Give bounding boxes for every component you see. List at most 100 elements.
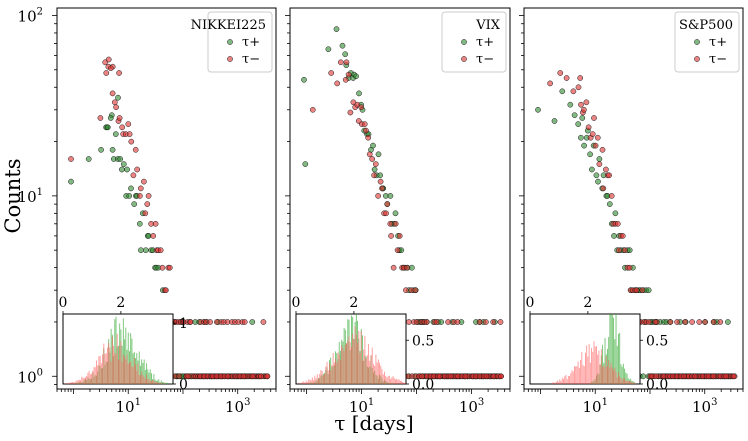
inset-bar-tau-plus [148, 372, 150, 384]
inset-bar-tau-minus [320, 370, 322, 384]
inset-bar-tau-plus [362, 335, 363, 384]
inset-bar-tau-minus [74, 382, 75, 384]
inset-bar-tau-minus [582, 365, 584, 384]
inset-bar-tau-minus [89, 374, 91, 384]
scatter-point-tau-plus [579, 115, 586, 121]
inset-bar-tau-plus [127, 332, 129, 384]
inset-y-tick-label: 1 [179, 316, 188, 332]
inset-bar-tau-minus [340, 360, 341, 384]
inset-bar-tau-plus [163, 382, 165, 384]
inset-bar-tau-minus [344, 344, 346, 384]
inset-bar-tau-minus [376, 362, 378, 384]
inset-histogram: 0 2 0 1 [59, 295, 188, 393]
inset-bar-tau-plus [604, 338, 606, 384]
inset-bar-tau-minus [596, 346, 597, 384]
inset-bar-tau-minus [298, 382, 300, 384]
inset-bar-tau-minus [591, 347, 593, 384]
legend-title: S&P500 [679, 18, 733, 33]
inset-bar-tau-plus [157, 380, 159, 384]
scatter-point-tau-minus [730, 373, 737, 380]
scatter-point-tau-plus [559, 88, 566, 95]
inset-bar-tau-plus [162, 382, 163, 384]
y-tick-label: 100 [18, 367, 43, 386]
scatter-point-tau-minus [363, 127, 369, 134]
inset-bar-tau-minus [104, 353, 106, 384]
scatter-point-tau-minus [723, 373, 730, 380]
scatter-point-tau-plus [249, 319, 256, 325]
inset-bar-tau-minus [567, 376, 569, 384]
scatter-point-tau-minus [696, 319, 703, 325]
inset-bar-tau-minus [113, 345, 115, 384]
inset-bar-tau-minus [390, 379, 392, 384]
inset-bar-tau-minus [387, 376, 389, 384]
y-axis-label: Counts [1, 159, 25, 234]
scatter-point-tau-minus [128, 138, 135, 145]
inset-bar-tau-minus [137, 363, 139, 384]
inset-bar-tau-minus [615, 371, 617, 384]
inset-bar-tau-minus [625, 380, 627, 384]
inset-bar-tau-plus [626, 373, 628, 384]
scatter-point-tau-minus [570, 88, 577, 95]
inset-bar-tau-minus [343, 351, 345, 384]
scatter-point-tau-minus [589, 131, 596, 137]
scatter-point-tau-plus [593, 172, 600, 179]
inset-bar-tau-minus [603, 365, 605, 384]
scatter-point-tau-minus [608, 193, 615, 199]
inset-y-tick-label: 0.0 [412, 377, 434, 393]
scatter-point-tau-minus [448, 373, 454, 380]
scatter-point-tau-minus [483, 373, 490, 380]
scatter-point-tau-minus [652, 319, 659, 325]
scatter-point-tau-minus [383, 210, 389, 217]
scatter-point-tau-minus [309, 106, 316, 113]
inset-bar-tau-minus [374, 365, 376, 384]
inset-bar-tau-minus [91, 373, 93, 384]
scatter-point-tau-minus [614, 220, 621, 227]
legend-label-tau-minus: τ− [242, 52, 260, 67]
scatter-point-tau-minus [413, 319, 420, 325]
scatter-point-tau-minus [606, 172, 612, 179]
scatter-point-tau-plus [370, 142, 376, 149]
inset-bar-tau-minus [157, 382, 159, 384]
scatter-point-tau-minus [404, 264, 410, 271]
inset-bar-tau-minus [121, 361, 123, 384]
inset-bar-tau-minus [347, 340, 349, 384]
inset-bar-tau-plus [115, 316, 117, 384]
scatter-point-tau-plus [578, 134, 584, 141]
scatter-point-tau-minus [603, 166, 609, 173]
inset-bar-tau-minus [329, 363, 330, 384]
scatter-point-tau-minus [185, 373, 192, 380]
inset-bar-tau-minus [300, 382, 302, 384]
scatter-point-tau-minus [144, 201, 151, 207]
legend-marker-tau-minus [694, 56, 700, 62]
scatter-point-tau-plus [104, 124, 111, 131]
inset-bar-tau-minus [588, 344, 590, 384]
inset-bar-tau-plus [114, 319, 116, 384]
scatter-point-tau-minus [375, 193, 381, 199]
inset-bar-tau-minus [381, 369, 383, 384]
inset-bar-tau-plus [131, 338, 133, 384]
inset-bar-tau-plus [165, 382, 167, 384]
scatter-point-tau-plus [606, 201, 613, 207]
inset-bar-tau-minus [321, 371, 323, 384]
inset-bar-tau-plus [624, 368, 626, 384]
inset-y-tick-label: 0.0 [646, 377, 668, 393]
scatter-point-tau-minus [585, 124, 592, 131]
scatter-point-tau-plus [333, 26, 340, 32]
inset-bar-tau-minus [132, 367, 134, 384]
inset-bar-tau-minus [605, 356, 607, 384]
scatter-point-tau-plus [325, 46, 332, 53]
panel-2: 101 103 VIX τ+ τ− 0 2 0.0 0.5 [285, 7, 511, 416]
inset-bar-tau-minus [364, 335, 366, 384]
scatter-point-tau-minus [134, 166, 141, 173]
inset-x-tick-label: 2 [116, 295, 125, 311]
inset-bar-tau-plus [615, 314, 617, 384]
inset-bar-tau-minus [120, 341, 122, 384]
inset-bar-tau-minus [109, 347, 111, 384]
scatter-point-tau-plus [142, 247, 149, 254]
inset-bar-tau-minus [358, 331, 360, 384]
inset-bar-tau-minus [580, 359, 582, 384]
inset-bar-tau-minus [359, 353, 361, 384]
x-tick-label: 101 [349, 397, 374, 416]
scatter-point-tau-minus [328, 70, 335, 76]
scatter-point-tau-minus [334, 80, 341, 87]
